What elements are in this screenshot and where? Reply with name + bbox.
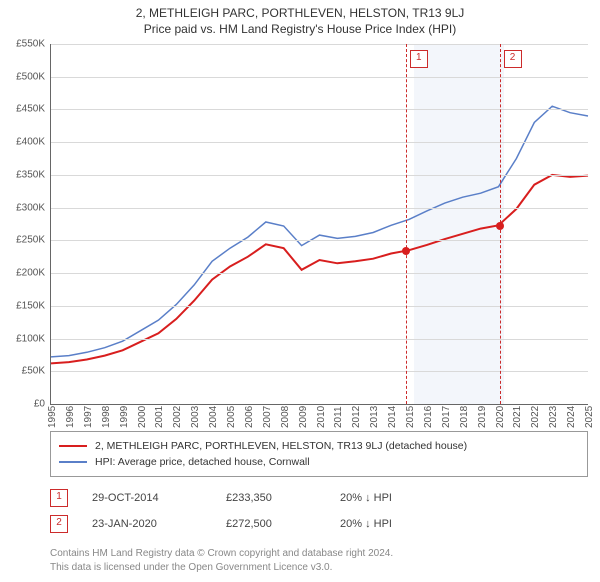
x-axis-label: 2025: [584, 406, 595, 428]
x-axis-label: 1997: [83, 406, 94, 428]
y-axis-label: £50K: [22, 366, 51, 377]
series-hpi: [51, 106, 588, 357]
x-axis-label: 2019: [477, 406, 488, 428]
y-axis-label: £450K: [16, 104, 51, 115]
legend-swatch: [59, 461, 87, 463]
x-axis-label: 2011: [333, 406, 344, 428]
sale-marker: [402, 247, 410, 255]
legend-label: 2, METHLEIGH PARC, PORTHLEVEN, HELSTON, …: [95, 440, 467, 452]
x-axis-label: 2015: [405, 406, 416, 428]
x-axis-label: 2018: [459, 406, 470, 428]
y-gridline: [51, 240, 588, 241]
sale-date: 29-OCT-2014: [92, 492, 202, 504]
y-axis-label: £300K: [16, 202, 51, 213]
sale-row: 1 29-OCT-2014 £233,350 20% ↓ HPI: [50, 485, 588, 511]
legend-item: HPI: Average price, detached house, Corn…: [59, 454, 579, 470]
sale-index-badge: 1: [50, 489, 68, 507]
y-axis-label: £550K: [16, 39, 51, 50]
y-axis-label: £150K: [16, 300, 51, 311]
x-axis-label: 1998: [101, 406, 112, 428]
x-axis-label: 2005: [226, 406, 237, 428]
y-gridline: [51, 142, 588, 143]
footer-line-2: This data is licensed under the Open Gov…: [50, 561, 588, 575]
timestamp-badge: 2: [504, 50, 522, 68]
x-axis-label: 2000: [137, 406, 148, 428]
chart-container: 2, METHLEIGH PARC, PORTHLEVEN, HELSTON, …: [0, 0, 600, 574]
x-axis-label: 2022: [530, 406, 541, 428]
footer-attribution: Contains HM Land Registry data © Crown c…: [50, 547, 588, 574]
x-axis-label: 2007: [262, 406, 273, 428]
x-axis-label: 2020: [495, 406, 506, 428]
titles: 2, METHLEIGH PARC, PORTHLEVEN, HELSTON, …: [0, 0, 600, 36]
plot-area: £0£50K£100K£150K£200K£250K£300K£350K£400…: [50, 44, 588, 405]
y-axis-label: £400K: [16, 137, 51, 148]
x-axis-label: 2002: [172, 406, 183, 428]
x-axis-label: 2021: [512, 406, 523, 428]
x-axis-label: 2003: [190, 406, 201, 428]
x-axis-label: 2006: [244, 406, 255, 428]
x-axis-label: 2013: [369, 406, 380, 428]
x-axis-label: 2008: [280, 406, 291, 428]
x-axis-label: 2014: [387, 406, 398, 428]
y-gridline: [51, 273, 588, 274]
x-axis-label: 2023: [548, 406, 559, 428]
x-axis-label: 2016: [423, 406, 434, 428]
timestamp-line: [406, 44, 407, 404]
y-axis-label: £200K: [16, 268, 51, 279]
footer-line-1: Contains HM Land Registry data © Crown c…: [50, 547, 588, 561]
sale-marker: [496, 222, 504, 230]
y-gridline: [51, 175, 588, 176]
y-axis-label: £250K: [16, 235, 51, 246]
sale-row: 2 23-JAN-2020 £272,500 20% ↓ HPI: [50, 511, 588, 537]
sale-price: £233,350: [226, 492, 316, 504]
x-axis-label: 2004: [208, 406, 219, 428]
sale-change-vs-hpi: 20% ↓ HPI: [340, 518, 392, 530]
x-axis-label: 1999: [119, 406, 130, 428]
y-axis-label: £500K: [16, 71, 51, 82]
sale-change-vs-hpi: 20% ↓ HPI: [340, 492, 392, 504]
sale-index-badge: 2: [50, 515, 68, 533]
legend-label: HPI: Average price, detached house, Corn…: [95, 456, 310, 468]
sales-table: 1 29-OCT-2014 £233,350 20% ↓ HPI 2 23-JAN-202…: [50, 485, 588, 537]
y-axis-label: £350K: [16, 169, 51, 180]
y-gridline: [51, 208, 588, 209]
y-gridline: [51, 109, 588, 110]
y-gridline: [51, 44, 588, 45]
x-axis-label: 2017: [441, 406, 452, 428]
legend-item: 2, METHLEIGH PARC, PORTHLEVEN, HELSTON, …: [59, 438, 579, 454]
title-subtitle: Price paid vs. HM Land Registry's House …: [0, 22, 600, 36]
title-main: 2, METHLEIGH PARC, PORTHLEVEN, HELSTON, …: [0, 6, 600, 20]
x-axis-label: 2010: [316, 406, 327, 428]
x-axis-label: 1996: [65, 406, 76, 428]
timestamp-badge: 1: [410, 50, 428, 68]
x-axis-label: 2009: [298, 406, 309, 428]
sale-price: £272,500: [226, 518, 316, 530]
x-axis-label: 2012: [351, 406, 362, 428]
legend: 2, METHLEIGH PARC, PORTHLEVEN, HELSTON, …: [50, 431, 588, 477]
y-axis-label: £100K: [16, 333, 51, 344]
line-series-svg: [51, 44, 588, 404]
y-gridline: [51, 371, 588, 372]
x-axis-label: 2024: [566, 406, 577, 428]
legend-swatch: [59, 445, 87, 447]
y-gridline: [51, 77, 588, 78]
x-axis-label: 1995: [47, 406, 58, 428]
y-gridline: [51, 306, 588, 307]
x-axis-label: 2001: [154, 406, 165, 428]
y-gridline: [51, 339, 588, 340]
sale-date: 23-JAN-2020: [92, 518, 202, 530]
